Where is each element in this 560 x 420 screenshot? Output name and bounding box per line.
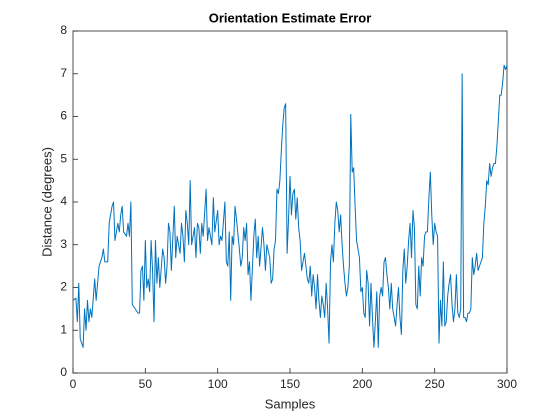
y-tick-label: 2 [60, 280, 67, 294]
x-axis-label: Samples [265, 396, 316, 411]
y-tick-label: 8 [60, 23, 67, 37]
y-tick-label: 5 [60, 151, 67, 165]
y-tick-label: 6 [60, 109, 67, 123]
x-tick-label: 0 [70, 377, 77, 391]
y-tick-label: 1 [60, 322, 67, 336]
data-line [72, 64, 508, 348]
x-tick-label: 100 [208, 377, 228, 391]
y-tick-label: 3 [60, 237, 67, 251]
y-tick-label: 4 [60, 194, 67, 208]
y-tick-label: 0 [60, 365, 67, 379]
x-tick-label: 250 [425, 377, 445, 391]
x-tick-label: 200 [352, 377, 372, 391]
x-tick-label: 150 [280, 377, 300, 391]
x-tick-label: 50 [139, 377, 153, 391]
y-tick-label: 7 [60, 66, 67, 80]
y-axis-label: Distance (degrees) [39, 147, 54, 257]
chart-title: Orientation Estimate Error [209, 10, 372, 25]
x-tick-label: 300 [497, 377, 517, 391]
